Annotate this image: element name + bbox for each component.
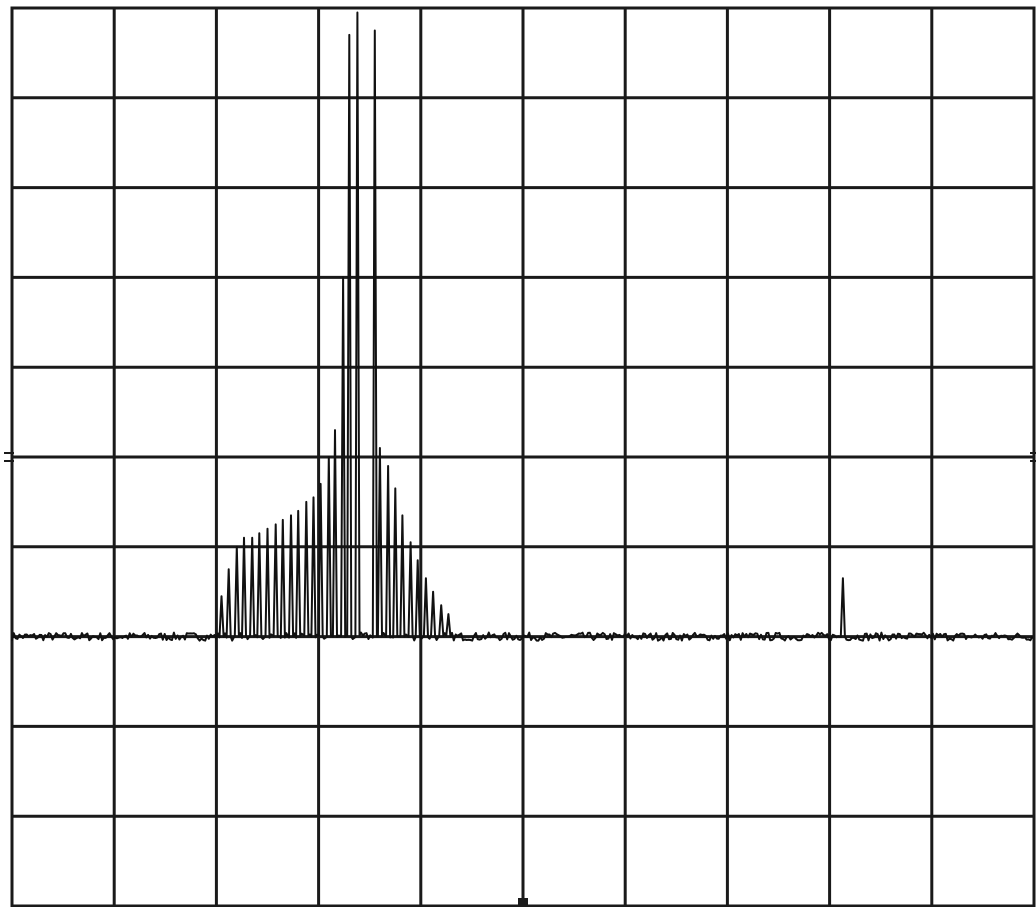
center-frequency-marker <box>518 898 528 906</box>
reference-markers <box>4 452 1036 906</box>
spectrum-trace <box>11 11 1034 642</box>
graticule <box>10 6 1036 907</box>
